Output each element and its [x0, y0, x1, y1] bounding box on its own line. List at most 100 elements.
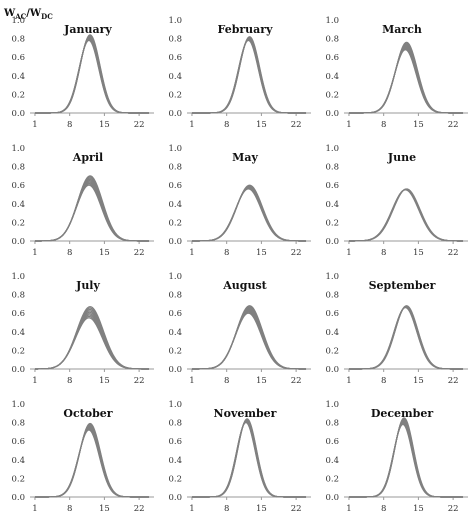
series-line: [34, 315, 150, 370]
series-line: [348, 307, 464, 370]
x-tick-label: 8: [381, 376, 386, 386]
x-tick-label: 15: [99, 376, 110, 386]
x-tick-label: 15: [413, 376, 424, 386]
series-line: [191, 420, 307, 498]
series-line: [191, 306, 307, 370]
y-label-dc-subscript: DC: [41, 12, 53, 21]
panel-july: 0.0 0.2 0.4 0.6 0.8 1.0 1 8 15 22 July: [11, 272, 154, 386]
y-tick-label: 0.2: [11, 218, 25, 228]
y-tick-label: 1.0: [168, 400, 182, 410]
y-tick-label: 0.6: [168, 437, 182, 447]
series-line: [348, 418, 464, 498]
series-line: [348, 420, 464, 498]
series-line: [191, 187, 307, 242]
series-line: [348, 49, 464, 114]
series-line: [348, 43, 464, 114]
panel-title: April: [72, 151, 103, 164]
panel-april: 0.0 0.2 0.4 0.6 0.8 1.0 1 8 15 22 April: [11, 144, 154, 258]
y-tick-label: 0.0: [325, 109, 339, 119]
panel-october: 0.0 0.2 0.4 0.6 0.8 1.0 1 8 15 22 October: [11, 400, 154, 514]
y-label-ac-subscript: AC: [14, 12, 26, 21]
panel-june: 0.0 0.2 0.4 0.6 0.8 1.0 1 8 15 22 June: [325, 144, 468, 258]
x-tick-label: 1: [189, 120, 194, 130]
x-tick-label: 1: [346, 504, 351, 514]
series-line: [34, 175, 150, 242]
x-tick-label: 22: [448, 120, 459, 130]
series-line: [348, 305, 464, 370]
x-tick-label: 22: [448, 376, 459, 386]
panel-title: September: [369, 279, 436, 292]
y-tick-label: 0.2: [325, 474, 339, 484]
y-tick-label: 0.8: [168, 35, 182, 45]
panel-title: June: [387, 151, 416, 164]
series-line: [191, 418, 307, 498]
series-line: [34, 34, 150, 114]
series-line: [348, 46, 464, 114]
series-line: [191, 185, 307, 242]
series-line: [348, 423, 464, 498]
x-tick-label: 1: [32, 504, 37, 514]
series-line: [191, 419, 307, 498]
series-line: [191, 188, 307, 242]
panel-title: November: [214, 407, 277, 420]
y-tick-label: 0.0: [168, 493, 182, 503]
y-tick-label: 0.2: [11, 346, 25, 356]
x-tick-label: 22: [134, 120, 145, 130]
series-line: [191, 38, 307, 114]
x-tick-label: 1: [189, 376, 194, 386]
panel-january: 0.0 0.2 0.4 0.6 0.8 1.0 1 8 15 22 January: [11, 16, 154, 130]
panel-title: December: [371, 407, 434, 420]
panel-title: February: [217, 23, 273, 36]
x-tick-label: 8: [381, 248, 386, 258]
y-tick-label: 1.0: [325, 400, 339, 410]
y-tick-label: 1.0: [168, 272, 182, 282]
series-line: [34, 422, 150, 498]
series-line: [191, 39, 307, 114]
series-line: [348, 44, 464, 114]
y-tick-label: 0.4: [325, 200, 339, 210]
series-line: [348, 418, 464, 498]
panel-title: August: [222, 279, 267, 292]
series-line: [34, 311, 150, 370]
y-tick-label: 0.2: [325, 90, 339, 100]
series-line: [191, 420, 307, 498]
y-tick-label: 0.4: [11, 72, 25, 82]
y-tick-label: 0.6: [11, 53, 25, 63]
series-line: [34, 35, 150, 114]
y-tick-label: 0.4: [325, 328, 339, 338]
y-tick-label: 0.6: [11, 309, 25, 319]
y-tick-label: 0.8: [168, 163, 182, 173]
series-line: [34, 428, 150, 498]
series-line: [348, 42, 464, 114]
series-line: [348, 189, 464, 242]
series-line: [34, 429, 150, 498]
x-tick-label: 1: [346, 376, 351, 386]
y-tick-label: 0.6: [168, 181, 182, 191]
panel-may: 0.0 0.2 0.4 0.6 0.8 1.0 1 8 15 22 May: [168, 144, 311, 258]
x-tick-label: 22: [291, 248, 302, 258]
series-line: [191, 187, 307, 242]
x-tick-label: 15: [413, 248, 424, 258]
x-tick-label: 15: [413, 504, 424, 514]
panel-november: 0.0 0.2 0.4 0.6 0.8 1.0 1 8 15 22 November: [168, 400, 311, 514]
x-tick-label: 22: [291, 504, 302, 514]
x-tick-label: 1: [189, 248, 194, 258]
series-line: [348, 41, 464, 114]
panel-march: 0.0 0.2 0.4 0.6 0.8 1.0 1 8 15 22 March: [325, 16, 468, 130]
y-label-w2: W: [29, 8, 42, 19]
x-tick-label: 15: [413, 120, 424, 130]
series-line: [191, 185, 307, 242]
x-tick-label: 8: [67, 504, 72, 514]
x-tick-label: 22: [448, 504, 459, 514]
x-tick-label: 1: [32, 120, 37, 130]
x-tick-label: 15: [99, 504, 110, 514]
y-tick-label: 0.4: [168, 328, 182, 338]
x-tick-label: 1: [32, 248, 37, 258]
panel-february: 0.0 0.2 0.4 0.6 0.8 1.0 1 8 15 22 February: [168, 16, 311, 130]
series-line: [348, 45, 464, 114]
series-line: [191, 185, 307, 242]
x-tick-label: 15: [256, 376, 267, 386]
series-line: [348, 306, 464, 370]
series-line: [191, 37, 307, 114]
